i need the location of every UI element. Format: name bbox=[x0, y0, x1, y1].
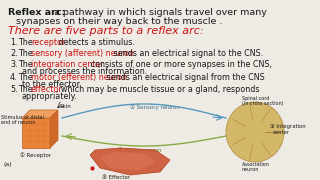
Text: 5.: 5. bbox=[10, 85, 18, 94]
Text: consists of one or more synapses in the CNS,: consists of one or more synapses in the … bbox=[88, 60, 272, 69]
Text: ② Sensory neuron: ② Sensory neuron bbox=[130, 104, 180, 110]
Text: synapses on their way back to the muscle .: synapses on their way back to the muscle… bbox=[16, 17, 222, 26]
Text: 1.: 1. bbox=[10, 38, 18, 47]
Text: The: The bbox=[18, 38, 35, 47]
Text: The: The bbox=[18, 49, 35, 58]
Text: sends an electrical signal from the CNS: sends an electrical signal from the CNS bbox=[104, 73, 265, 82]
Polygon shape bbox=[90, 148, 170, 175]
Bar bbox=[0, 95, 320, 180]
Text: Association: Association bbox=[242, 162, 270, 167]
Text: Stimulus at distal: Stimulus at distal bbox=[1, 115, 44, 120]
Text: 4.: 4. bbox=[10, 73, 18, 82]
Text: Skin: Skin bbox=[60, 104, 72, 109]
Text: Spinal cord: Spinal cord bbox=[242, 96, 269, 101]
Text: motor (efferent) neuron: motor (efferent) neuron bbox=[31, 73, 127, 82]
Text: appropriately.: appropriately. bbox=[22, 92, 78, 101]
Text: Reflex arc:: Reflex arc: bbox=[8, 8, 65, 17]
Text: The: The bbox=[18, 73, 35, 82]
Text: (in cross section): (in cross section) bbox=[242, 101, 284, 106]
Text: ③ Integration: ③ Integration bbox=[270, 124, 306, 129]
Ellipse shape bbox=[226, 102, 284, 162]
Text: ⑤ Effector: ⑤ Effector bbox=[102, 175, 130, 180]
Text: ① Receptor: ① Receptor bbox=[20, 152, 51, 158]
Text: There are five parts to a reflex arc:: There are five parts to a reflex arc: bbox=[8, 26, 204, 36]
Text: 2.: 2. bbox=[10, 49, 18, 58]
Text: integration center: integration center bbox=[31, 60, 104, 69]
Text: and processes the information.: and processes the information. bbox=[22, 67, 147, 76]
Text: end of neuron: end of neuron bbox=[1, 120, 36, 125]
Text: receptor: receptor bbox=[31, 38, 65, 47]
Text: neuron: neuron bbox=[242, 167, 260, 172]
Polygon shape bbox=[50, 110, 58, 148]
Text: 3.: 3. bbox=[10, 60, 18, 69]
Text: (a): (a) bbox=[4, 162, 12, 167]
Text: The: The bbox=[18, 85, 35, 94]
Text: effector: effector bbox=[31, 85, 62, 94]
Text: sends an electrical signal to the CNS.: sends an electrical signal to the CNS. bbox=[111, 49, 263, 58]
Polygon shape bbox=[100, 152, 155, 170]
Text: The: The bbox=[18, 60, 35, 69]
Text: , which may be muscle tissue or a gland, responds: , which may be muscle tissue or a gland,… bbox=[56, 85, 260, 94]
FancyBboxPatch shape bbox=[22, 118, 50, 148]
Text: sensory (afferent) neuron: sensory (afferent) neuron bbox=[31, 49, 134, 58]
Text: to the effector.: to the effector. bbox=[22, 80, 82, 89]
Text: center: center bbox=[273, 130, 290, 135]
Text: a pathway in which signals travel over many: a pathway in which signals travel over m… bbox=[51, 8, 267, 17]
Polygon shape bbox=[22, 110, 58, 118]
Text: ④ Motor neuron: ④ Motor neuron bbox=[118, 148, 162, 153]
Text: detects a stimulus.: detects a stimulus. bbox=[56, 38, 135, 47]
